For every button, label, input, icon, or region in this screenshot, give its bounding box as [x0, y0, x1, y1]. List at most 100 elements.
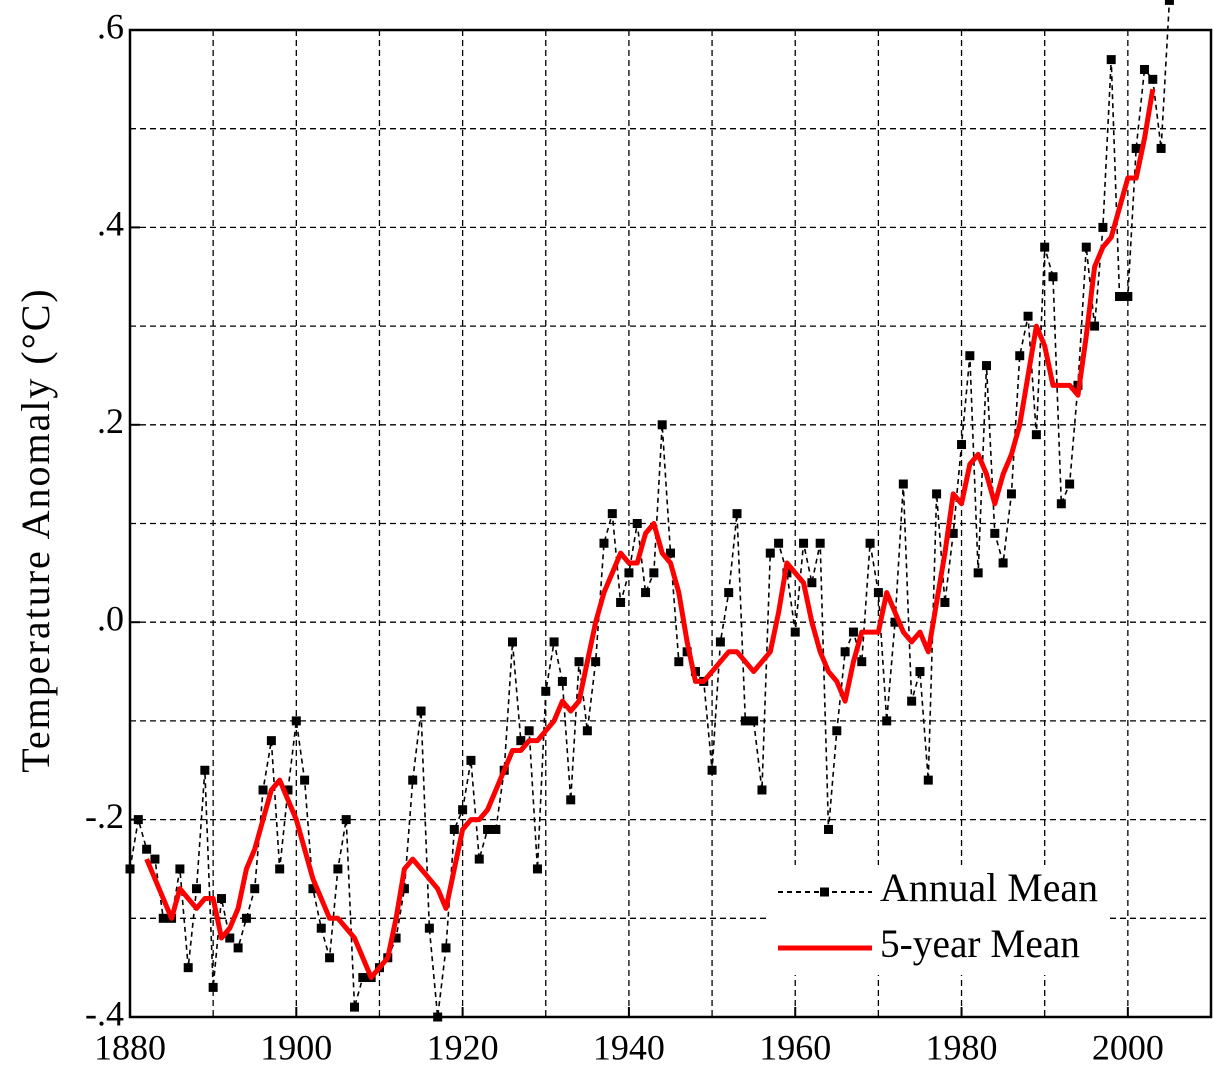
marker — [275, 864, 285, 874]
marker — [774, 538, 784, 548]
marker — [799, 538, 809, 548]
marker — [516, 736, 526, 746]
marker — [624, 568, 634, 578]
x-tick-label: 1920 — [427, 1027, 499, 1067]
marker — [291, 716, 301, 726]
marker — [898, 479, 908, 489]
y-tick-label: -.4 — [85, 993, 124, 1033]
marker — [549, 637, 559, 647]
marker — [441, 943, 451, 953]
marker — [857, 657, 867, 667]
marker — [749, 716, 759, 726]
marker — [882, 716, 892, 726]
marker — [391, 933, 401, 943]
marker — [923, 775, 933, 785]
marker — [607, 509, 617, 519]
marker — [491, 824, 501, 834]
marker — [532, 864, 542, 874]
marker — [907, 696, 917, 706]
marker — [981, 361, 991, 371]
marker — [416, 706, 426, 716]
marker — [1006, 489, 1016, 499]
marker — [524, 726, 534, 736]
marker — [724, 588, 734, 598]
marker — [200, 765, 210, 775]
smoothed-line — [144, 88, 1156, 981]
marker — [599, 538, 609, 548]
marker — [341, 815, 351, 825]
marker — [541, 686, 551, 696]
marker — [790, 627, 800, 637]
y-tick-label: -.2 — [85, 796, 124, 836]
marker — [1015, 351, 1025, 361]
marker — [350, 1002, 360, 1012]
marker — [1106, 55, 1116, 65]
marker — [873, 588, 883, 598]
y-tick-label: .2 — [97, 401, 124, 441]
marker — [948, 528, 958, 538]
marker — [266, 736, 276, 746]
marker — [915, 667, 925, 677]
marker — [208, 982, 218, 992]
x-tick-label: 1940 — [593, 1027, 665, 1067]
marker — [674, 657, 684, 667]
x-tick-label: 2000 — [1092, 1027, 1164, 1067]
marker — [890, 617, 900, 627]
marker — [1056, 499, 1066, 509]
marker — [823, 824, 833, 834]
marker — [1081, 242, 1091, 252]
x-tick-label: 1960 — [759, 1027, 831, 1067]
marker — [715, 637, 725, 647]
marker — [150, 854, 160, 864]
marker — [1131, 143, 1141, 153]
marker — [848, 627, 858, 637]
y-axis-label: Temperature Anomaly (°C) — [13, 287, 58, 773]
marker — [300, 775, 310, 785]
marker — [1065, 479, 1075, 489]
marker — [358, 973, 368, 983]
marker — [316, 923, 326, 933]
marker — [557, 676, 567, 686]
marker — [325, 953, 335, 963]
marker — [582, 726, 592, 736]
marker — [308, 884, 318, 894]
marker — [1023, 311, 1033, 321]
marker — [973, 568, 983, 578]
marker — [574, 657, 584, 667]
legend-label: Annual Mean — [880, 865, 1098, 910]
marker — [449, 824, 459, 834]
marker — [133, 815, 143, 825]
marker — [632, 519, 642, 528]
y-tick-label: .4 — [97, 204, 124, 244]
marker — [1156, 143, 1166, 153]
marker — [250, 884, 260, 894]
marker — [458, 805, 468, 815]
marker — [474, 854, 484, 864]
marker — [865, 538, 875, 548]
marker — [957, 440, 967, 450]
marker — [932, 489, 942, 499]
y-tick-label: .0 — [97, 598, 124, 638]
marker — [508, 637, 518, 647]
marker — [483, 824, 493, 834]
legend-label: 5-year Mean — [880, 921, 1080, 966]
marker — [1123, 291, 1133, 301]
marker — [333, 864, 343, 874]
marker — [998, 558, 1008, 568]
legend-box — [770, 865, 1110, 975]
marker — [408, 775, 418, 785]
x-tick-label: 1900 — [260, 1027, 332, 1067]
marker — [225, 933, 235, 943]
marker — [765, 548, 775, 558]
marker — [1090, 321, 1100, 331]
marker — [1098, 222, 1108, 232]
marker — [965, 351, 975, 361]
marker — [641, 588, 651, 598]
marker — [466, 755, 476, 765]
x-tick-label: 1980 — [926, 1027, 998, 1067]
annual-line — [129, 0, 1171, 1018]
marker — [666, 548, 675, 558]
marker — [192, 884, 202, 894]
marker — [258, 785, 268, 795]
